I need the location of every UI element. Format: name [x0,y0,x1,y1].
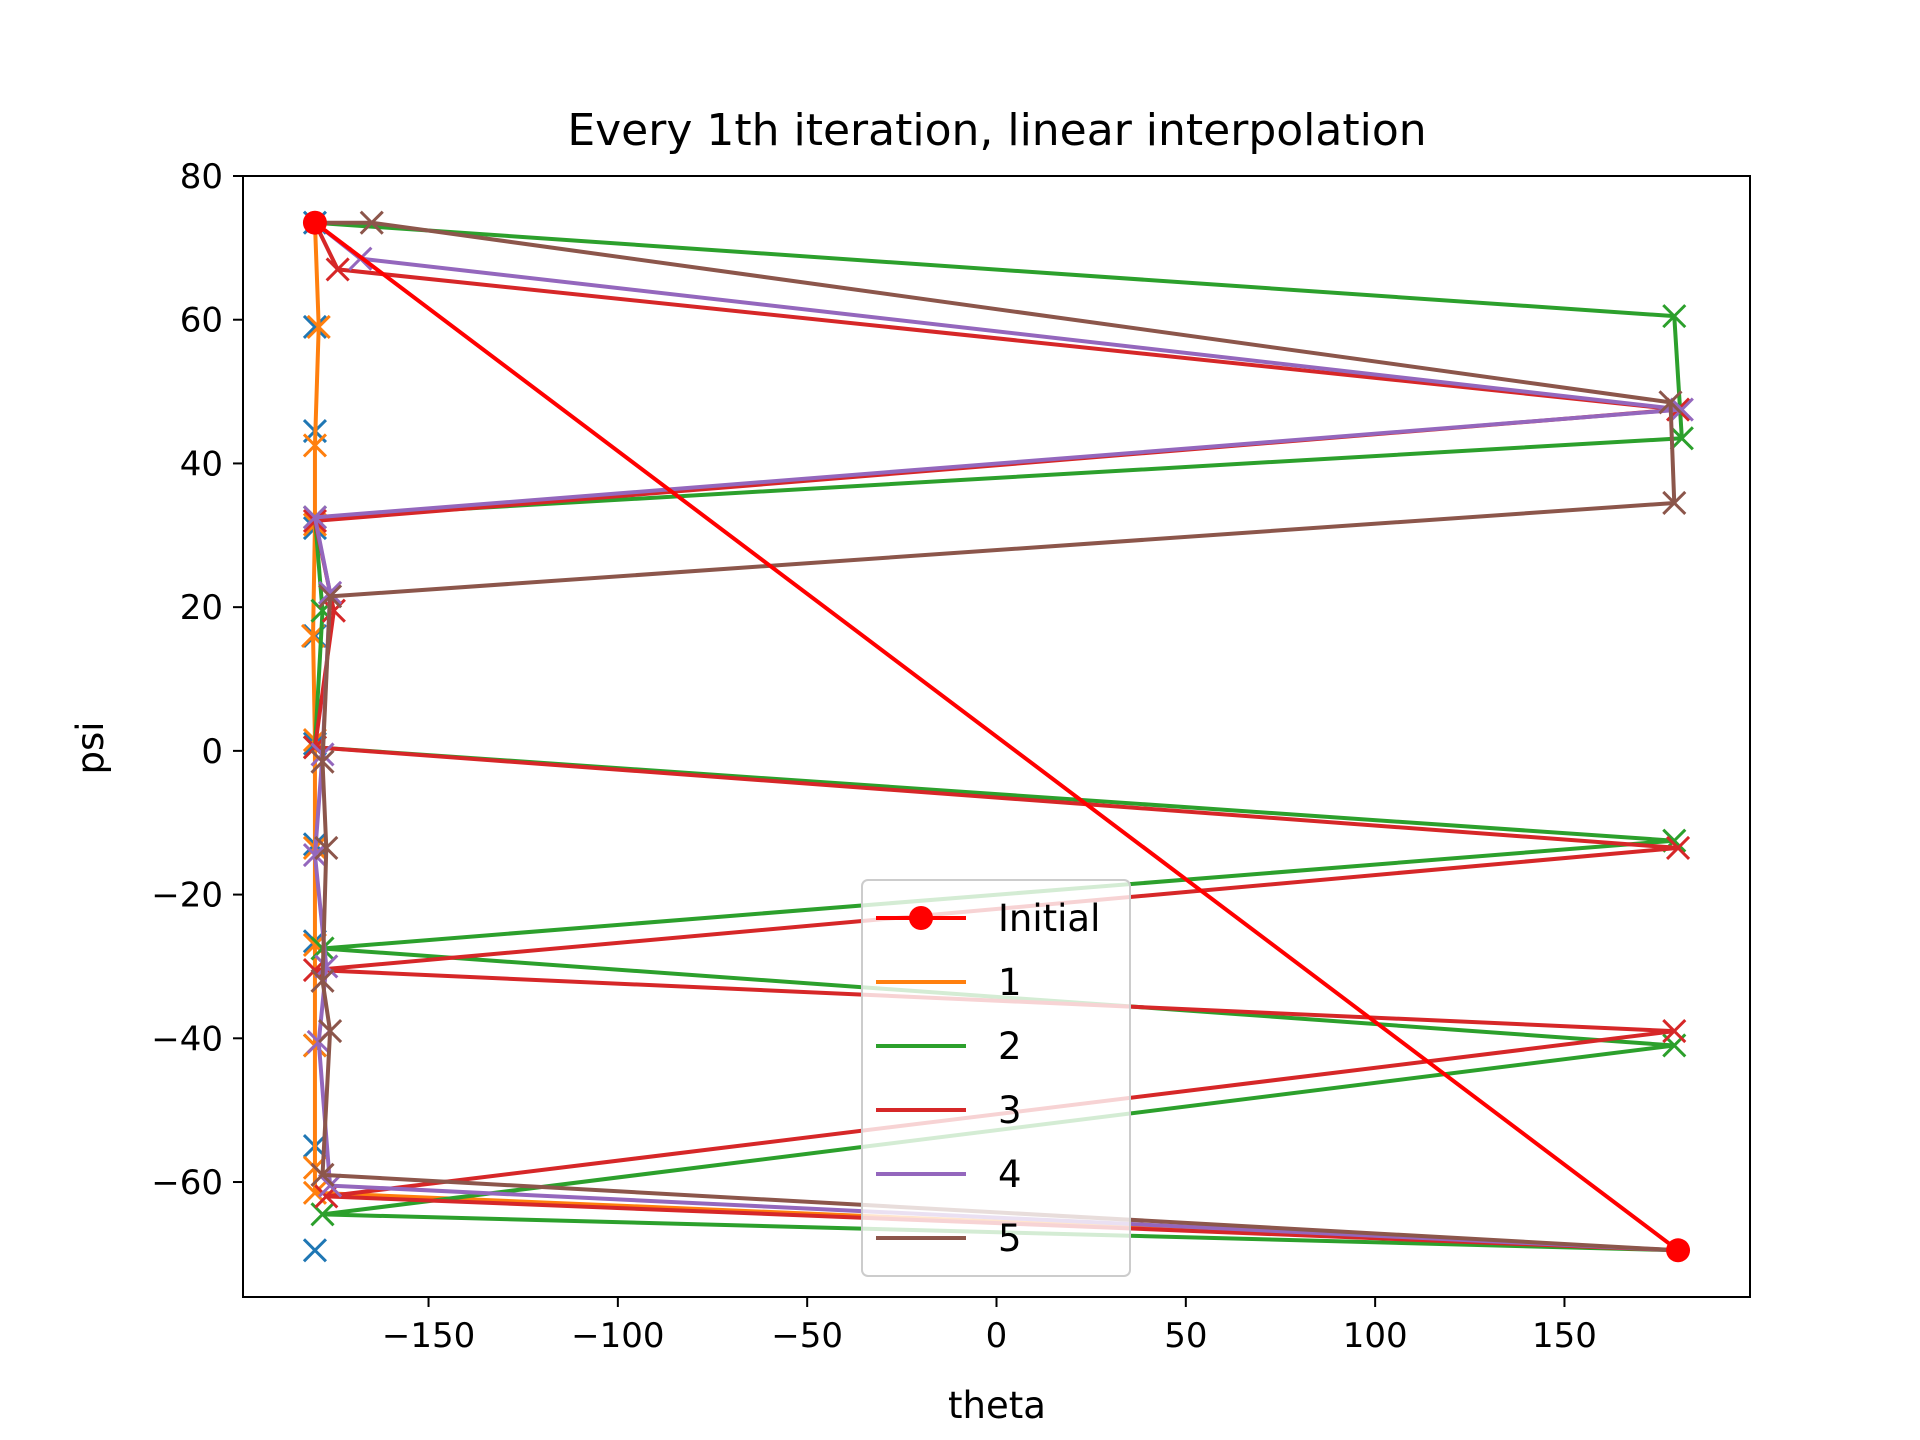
y-tick-label: 40 [180,444,223,484]
series-3-point [1662,1019,1687,1044]
legend-label: 5 [998,1217,1022,1260]
series-3-point [325,257,350,282]
y-tick-label: 80 [180,157,223,197]
initial-point [302,210,327,235]
series-5-point [310,1162,335,1187]
series-5-point [314,835,339,860]
series-5-point [359,210,384,235]
y-axis-label: psi [69,721,112,774]
x-tick-label: −150 [382,1316,475,1356]
series-4-point [1669,397,1694,422]
initial-point [1666,1238,1691,1263]
series-4-point [302,505,328,530]
x-tick-label: −50 [771,1316,843,1356]
series-4-point [318,580,343,605]
series-3-point [1665,835,1691,860]
legend-marker [909,906,933,930]
series-5-point [1658,390,1683,415]
series-1-line [311,220,1681,1253]
series-5-point [1662,490,1687,516]
legend-frame [861,879,1131,1277]
legend-label: 1 [998,961,1022,1004]
axes: −150 −100 −50 0 50 100 150 −60 −40 −20 0 20 40 60 80 [151,157,1751,1356]
x-tick-label: 0 [986,1316,1008,1356]
series-1-point [302,433,328,458]
chart-title: Every 1th iteration, linear interpolatio… [567,105,1426,156]
plot-clip-group [300,210,1694,1263]
x-tick-label: 150 [1532,1316,1597,1356]
legend-label: Initial [998,897,1100,940]
series-5-point [318,584,343,609]
series-5-point [318,1019,343,1044]
legend-label: 4 [998,1153,1022,1196]
initial-line [313,221,1680,1252]
y-tick-label: −40 [151,1019,223,1059]
series-4-point [318,1173,343,1198]
y-tick-label: 20 [180,588,223,628]
series-5-point [310,968,335,993]
series-5-point [310,749,335,774]
base-point [302,1238,328,1263]
series-2-point [1669,426,1694,451]
x-tick-label: 100 [1343,1316,1408,1356]
legend: Initial 1 2 3 4 5 [861,879,1131,1277]
x-tick-label: 50 [1164,1316,1207,1356]
y-tick-label: −20 [151,876,223,916]
y-tick-label: −60 [151,1163,223,1203]
legend-label: 2 [998,1025,1022,1068]
series-2-point [1662,304,1687,329]
x-axis-label: theta [948,1384,1046,1427]
series-4-point [314,954,339,979]
y-tick-label: 60 [180,301,223,341]
plot-area [300,210,1694,1263]
legend-label: 3 [998,1089,1022,1132]
series-4-point [302,843,328,868]
series-1-point [306,314,331,339]
y-tick-label: 0 [201,732,223,772]
x-tick-label: −100 [571,1316,664,1356]
base-point [302,314,328,339]
